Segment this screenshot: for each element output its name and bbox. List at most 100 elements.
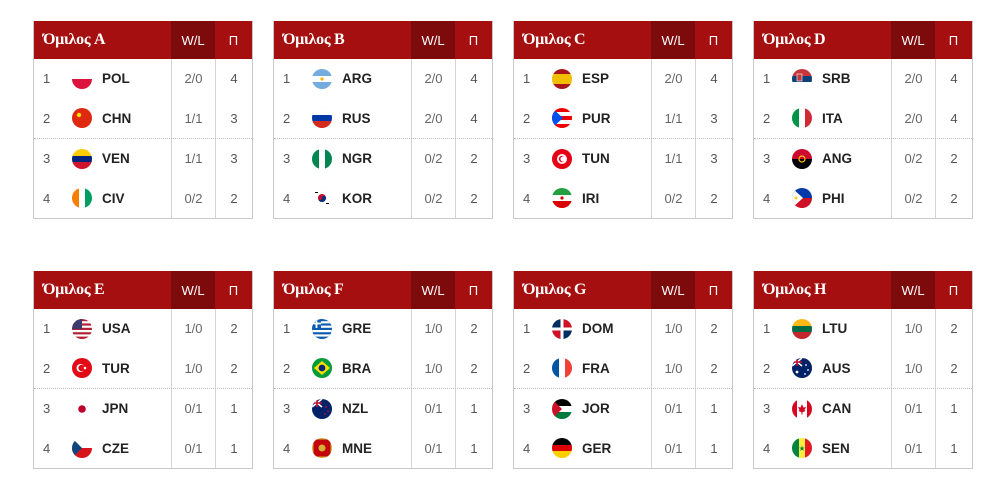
team-code[interactable]: BRA [342,360,372,376]
team-code[interactable]: MNE [342,440,372,456]
table-row[interactable]: 3 VEN 1/1 3 [34,138,252,179]
table-row[interactable]: 4 SEN 0/1 1 [754,428,972,468]
table-row[interactable]: 1 SRB 2/0 4 [754,59,972,99]
table-row[interactable]: 1 DOM 1/0 2 [514,309,732,349]
team-code[interactable]: ANG [822,151,852,167]
group-header: Όμιλος C W/L Π [514,21,732,59]
table-row[interactable]: 4 GER 0/1 1 [514,428,732,468]
team-position: 4 [763,190,771,206]
group-title: Όμιλος G [523,281,587,298]
table-row[interactable]: 3 JPN 0/1 1 [34,388,252,429]
team-position: 4 [523,440,531,456]
team-code[interactable]: IRI [582,190,600,206]
team-code[interactable]: SRB [822,71,851,87]
team-win-loss: 0/2 [891,178,935,218]
team-code[interactable]: NGR [342,151,372,167]
table-row[interactable]: 3 ANG 0/2 2 [754,138,972,179]
team-code[interactable]: DOM [582,321,614,337]
team-position: 1 [763,71,771,87]
team-points: 2 [215,309,252,349]
team-code[interactable]: GER [582,440,612,456]
table-row[interactable]: 3 JOR 0/1 1 [514,388,732,429]
flag-icon [312,318,332,339]
group-table: Όμιλος E W/L Π 1 USA 1/0 2 2 TUR 1/0 2 3 JPN 0/1 1 4 CZE… [33,271,253,469]
flag-icon [552,398,572,419]
team-code[interactable]: CAN [822,401,852,417]
table-row[interactable]: 2 AUS 1/0 2 [754,348,972,388]
table-row[interactable]: 1 POL 2/0 4 [34,59,252,99]
team-position: 3 [43,401,51,417]
team-points: 2 [935,178,972,218]
table-row[interactable]: 2 RUS 2/0 4 [274,98,492,138]
table-row[interactable]: 2 TUR 1/0 2 [34,348,252,388]
team-position: 2 [763,360,771,376]
team-code[interactable]: FRA [582,360,610,376]
team-code[interactable]: PUR [582,110,611,126]
team-code[interactable]: CIV [102,190,125,206]
table-row[interactable]: 4 IRI 0/2 2 [514,178,732,218]
table-row[interactable]: 4 KOR 0/2 2 [274,178,492,218]
column-header-wl: W/L [411,271,455,309]
table-row[interactable]: 3 NGR 0/2 2 [274,138,492,179]
team-code[interactable]: KOR [342,190,372,206]
table-row[interactable]: 2 FRA 1/0 2 [514,348,732,388]
team-points: 3 [215,139,252,179]
team-code[interactable]: ITA [822,110,843,126]
team-position: 1 [763,321,771,337]
table-row[interactable]: 3 NZL 0/1 1 [274,388,492,429]
table-row[interactable]: 4 MNE 0/1 1 [274,428,492,468]
team-code[interactable]: JPN [102,401,129,417]
table-row[interactable]: 2 ITA 2/0 4 [754,98,972,138]
team-position: 4 [763,440,771,456]
table-row[interactable]: 1 LTU 1/0 2 [754,309,972,349]
team-code[interactable]: VEN [102,151,130,167]
table-row[interactable]: 3 CAN 0/1 1 [754,388,972,429]
table-row[interactable]: 1 ARG 2/0 4 [274,59,492,99]
team-code[interactable]: ESP [582,71,610,87]
table-row[interactable]: 4 PHI 0/2 2 [754,178,972,218]
team-win-loss: 0/1 [651,389,695,429]
group-header: Όμιλος B W/L Π [274,21,492,59]
team-code[interactable]: POL [102,71,130,87]
team-code[interactable]: CHN [102,110,132,126]
team-win-loss: 1/1 [171,98,215,138]
column-header-wl: W/L [171,21,215,59]
column-header-wl: W/L [891,21,935,59]
team-points: 4 [455,59,492,99]
table-row[interactable]: 2 BRA 1/0 2 [274,348,492,388]
table-row[interactable]: 4 CZE 0/1 1 [34,428,252,468]
team-code[interactable]: CZE [102,440,129,456]
table-row[interactable]: 1 USA 1/0 2 [34,309,252,349]
team-code[interactable]: RUS [342,110,371,126]
table-row[interactable]: 3 TUN 1/1 3 [514,138,732,179]
team-code[interactable]: NZL [342,401,369,417]
team-code[interactable]: PHI [822,190,845,206]
team-code[interactable]: LTU [822,321,848,337]
table-row[interactable]: 1 ESP 2/0 4 [514,59,732,99]
team-code[interactable]: SEN [822,440,850,456]
team-position: 1 [43,321,51,337]
team-code[interactable]: AUS [822,360,851,376]
team-code[interactable]: ARG [342,71,372,87]
group-header: Όμιλος E W/L Π [34,271,252,309]
team-position: 3 [43,151,51,167]
team-points: 2 [455,139,492,179]
group-title: Όμιλος A [43,31,106,48]
table-row[interactable]: 2 CHN 1/1 3 [34,98,252,138]
team-code[interactable]: JOR [582,401,610,417]
column-header-points: Π [215,21,252,59]
team-points: 2 [695,178,732,218]
team-code[interactable]: USA [102,321,131,337]
team-win-loss: 0/2 [411,139,455,179]
team-code[interactable]: TUR [102,360,130,376]
flag-icon [552,148,572,169]
team-points: 2 [935,348,972,388]
team-win-loss: 1/0 [891,348,935,388]
table-row[interactable]: 2 PUR 1/1 3 [514,98,732,138]
team-code[interactable]: GRE [342,321,372,337]
team-code[interactable]: TUN [582,151,610,167]
table-row[interactable]: 1 GRE 1/0 2 [274,309,492,349]
group-table: Όμιλος D W/L Π 1 SRB 2/0 4 2 ITA 2/0 4 3 ANG 0/2 2 4 PHI… [753,21,973,219]
team-points: 4 [935,59,972,99]
table-row[interactable]: 4 CIV 0/2 2 [34,178,252,218]
